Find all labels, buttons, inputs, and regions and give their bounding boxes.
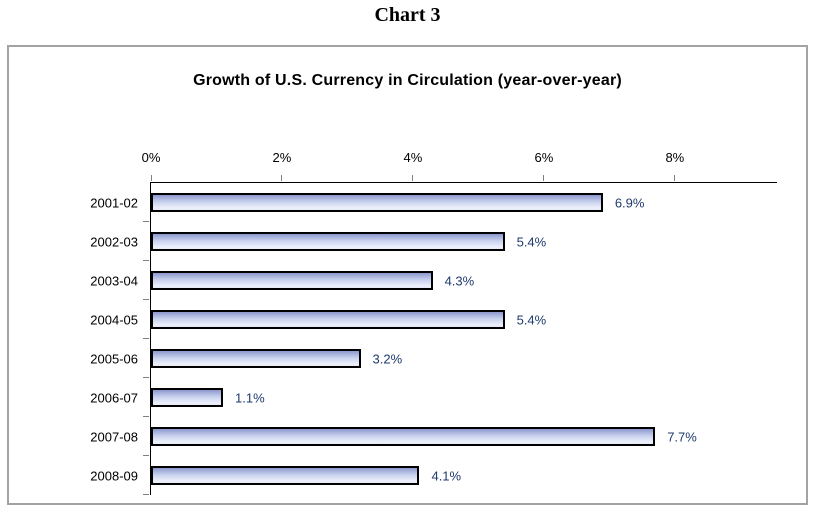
x-tick-label: 8% — [665, 150, 685, 165]
bar — [151, 427, 656, 446]
plot-area: 0% 2% 4% 6% 8% 2001-02 6.9% 2002-03 5.4% 2003-04 4… — [90, 150, 777, 495]
bar-row: 2004-05 5.4% — [90, 300, 777, 339]
y-tick — [143, 455, 149, 456]
y-tick — [143, 416, 149, 417]
category-label: 2005-06 — [90, 351, 138, 366]
category-label: 2004-05 — [90, 312, 138, 327]
y-tick — [143, 260, 149, 261]
bar — [151, 193, 603, 212]
bar — [151, 466, 420, 485]
x-tick-label: 6% — [534, 150, 554, 165]
y-tick — [143, 377, 149, 378]
bar-row: 2008-09 4.1% — [90, 456, 777, 495]
x-tick-label: 4% — [403, 150, 423, 165]
category-label: 2001-02 — [90, 195, 138, 210]
chart-title: Growth of U.S. Currency in Circulation (… — [193, 72, 622, 89]
bar — [151, 310, 505, 329]
page-heading: Chart 3 — [374, 4, 441, 26]
y-tick — [143, 338, 149, 339]
y-tick — [143, 494, 149, 495]
chart-panel: Growth of U.S. Currency in Circulation (… — [7, 45, 808, 505]
value-label: 4.1% — [431, 468, 462, 483]
x-tick — [543, 175, 545, 181]
category-label: 2007-08 — [90, 429, 138, 444]
x-tick-label: 2% — [272, 150, 292, 165]
value-label: 4.3% — [444, 273, 475, 288]
bar-row: 2003-04 4.3% — [90, 261, 777, 300]
value-label: 5.4% — [516, 312, 547, 327]
category-label: 2003-04 — [90, 273, 138, 288]
bar-row: 2005-06 3.2% — [90, 339, 777, 378]
y-tick — [143, 221, 149, 222]
bar — [151, 232, 505, 251]
value-label: 1.1% — [235, 390, 265, 405]
bar-row: 2002-03 5.4% — [90, 222, 777, 261]
bar-row: 2007-08 7.7% — [90, 417, 777, 456]
category-label: 2008-09 — [90, 468, 138, 483]
x-tick — [412, 175, 414, 181]
x-tick — [674, 175, 676, 181]
bar — [151, 388, 224, 407]
bar-row: 2001-02 6.9% — [90, 183, 777, 222]
bar-row: 2006-07 1.1% — [90, 378, 777, 417]
bar — [151, 271, 433, 290]
value-label: 7.7% — [667, 429, 697, 444]
x-tick — [281, 175, 283, 181]
category-label: 2002-03 — [90, 234, 138, 249]
value-label: 6.9% — [614, 195, 645, 210]
value-label: 3.2% — [372, 351, 403, 366]
bar — [151, 349, 361, 368]
category-label: 2006-07 — [90, 390, 138, 405]
x-tick-label: 0% — [141, 150, 161, 165]
x-tick — [150, 175, 152, 181]
value-label: 5.4% — [516, 234, 547, 249]
y-tick — [143, 299, 149, 300]
